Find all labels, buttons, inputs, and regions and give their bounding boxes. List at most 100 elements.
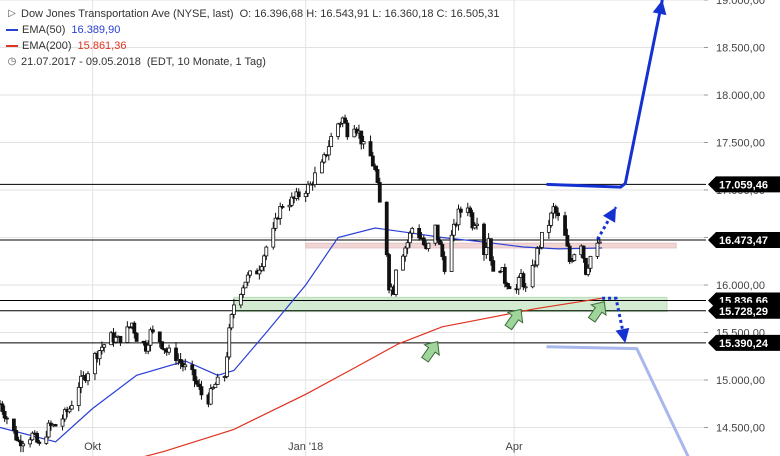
projection-down-dotted xyxy=(602,296,627,344)
candle xyxy=(583,257,588,276)
candle xyxy=(278,202,283,225)
dotted-up-arrowhead xyxy=(602,207,616,223)
candle-body xyxy=(570,260,574,263)
candle-body xyxy=(264,246,269,257)
candle xyxy=(76,382,81,412)
candle xyxy=(280,204,285,209)
candle-body xyxy=(375,169,380,183)
candle-body xyxy=(410,228,415,234)
level-label: 15.390,24 xyxy=(719,338,769,350)
candle-body xyxy=(505,282,510,287)
clock-icon: ◷ xyxy=(7,56,17,67)
candle xyxy=(484,242,489,259)
candle-body xyxy=(37,441,42,444)
candle-body xyxy=(407,232,412,244)
candle-body xyxy=(556,212,561,217)
candle-body xyxy=(345,122,350,138)
candle-body xyxy=(243,281,248,289)
candle-body xyxy=(167,347,171,353)
y-tick-label: 14.500,00 xyxy=(716,423,765,435)
level-label: 15.728,29 xyxy=(719,306,768,318)
candle-body xyxy=(581,245,586,259)
candle-body xyxy=(553,206,558,214)
candle xyxy=(410,226,415,239)
candle xyxy=(449,230,454,273)
candle xyxy=(208,384,213,406)
candle-body xyxy=(248,270,253,276)
candle-body xyxy=(46,422,51,438)
candle-body xyxy=(329,136,334,148)
candle xyxy=(329,132,334,148)
candle xyxy=(30,431,35,441)
candle-body xyxy=(546,224,551,233)
candle xyxy=(167,344,171,355)
y-tick-label: 15.000,00 xyxy=(716,375,765,387)
candle-body xyxy=(241,287,246,295)
candle xyxy=(11,418,16,434)
candle xyxy=(319,159,324,174)
y-tick-label: 16.000,00 xyxy=(716,280,765,292)
candle-body xyxy=(79,375,83,388)
level-label-box xyxy=(708,232,780,249)
candle-body xyxy=(99,346,104,351)
ema50-swatch xyxy=(6,29,18,31)
candle-body xyxy=(387,254,391,291)
candle-body xyxy=(475,223,479,226)
candle xyxy=(222,375,227,382)
collapse-toggle-icon[interactable]: ▷ xyxy=(8,8,16,19)
candle-body xyxy=(484,247,489,256)
candle xyxy=(271,222,276,250)
dotted-down-arrowhead xyxy=(615,327,630,343)
candle xyxy=(79,370,83,394)
candle xyxy=(215,373,220,385)
candle xyxy=(213,382,218,388)
candle-body xyxy=(60,418,65,427)
candle xyxy=(18,434,23,453)
candle xyxy=(345,119,350,140)
chart-legend: ▷ Dow Jones Transportation Ave (NYSE, la… xyxy=(6,6,500,70)
candle-body xyxy=(215,376,220,385)
candle-body xyxy=(438,239,442,245)
y-tick-label: 17.500,00 xyxy=(716,138,765,150)
candle xyxy=(69,400,74,410)
candle xyxy=(183,358,188,371)
y-tick-label: 18.500,00 xyxy=(716,43,765,55)
candle xyxy=(438,237,442,245)
candle-body xyxy=(197,383,202,388)
candle xyxy=(586,264,591,277)
candle xyxy=(21,440,26,453)
candle xyxy=(67,406,72,414)
candle-body xyxy=(125,326,130,343)
date-range: 21.07.2017 - 09.05.2018 xyxy=(21,56,141,68)
candle-body xyxy=(533,264,537,267)
ema200-label: EMA(200) xyxy=(22,40,72,52)
candle-body xyxy=(199,386,204,396)
ohlc-values: O: 16.396,68 H: 16.543,91 L: 16.360,18 C… xyxy=(239,8,500,20)
candle xyxy=(507,283,512,290)
candle xyxy=(440,241,445,261)
candle-body xyxy=(190,364,195,371)
candle-body xyxy=(192,369,197,382)
candle-body xyxy=(35,432,39,443)
candle-body xyxy=(238,294,243,306)
candle-body xyxy=(403,247,408,257)
candle xyxy=(359,130,364,150)
candle xyxy=(537,245,542,255)
candle-body xyxy=(306,183,310,194)
support-up-arrow xyxy=(421,341,440,363)
candle xyxy=(231,298,236,319)
candle-body xyxy=(470,212,475,229)
candle-body xyxy=(141,340,146,344)
candle-body xyxy=(530,265,535,288)
candle-body xyxy=(213,384,218,388)
candle-body xyxy=(208,388,213,405)
candle xyxy=(125,321,130,344)
x-tick-label: Apr xyxy=(506,441,523,453)
candle xyxy=(162,348,167,354)
legend-ema200-row: EMA(200) 15.861,36 xyxy=(6,38,500,54)
candle-body xyxy=(44,436,49,444)
candle-body xyxy=(86,373,90,382)
candle xyxy=(238,293,243,309)
candle xyxy=(194,376,199,387)
candle-body xyxy=(278,206,283,219)
